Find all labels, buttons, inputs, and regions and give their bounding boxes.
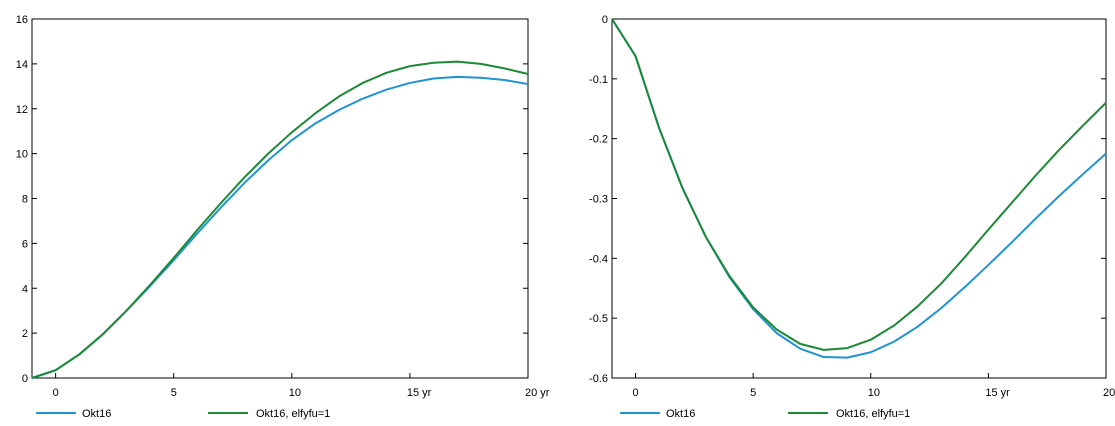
x-tick-label: 15 yr — [985, 387, 1010, 399]
y-tick-label: 6 — [22, 238, 28, 250]
series-line-1 — [611, 18, 1107, 359]
y-tick-label: 2 — [22, 328, 28, 340]
x-tick-label: 15 yr — [407, 387, 432, 399]
y-tick-label: -0.1 — [589, 74, 608, 86]
y-tick-label: -0.6 — [589, 373, 608, 385]
y-tick-label: 16 — [16, 14, 28, 26]
x-tick-label: 20 yr — [1103, 387, 1115, 399]
plot-frame — [31, 18, 529, 379]
x-tick-label: 20 yr — [525, 387, 550, 399]
chart-panel-1: 0 2 4 6 8 10 12 14 16 0 5 10 15 yr 20 yr Okt16 Okt16, e… — [16, 14, 550, 420]
series-line-1 — [31, 75, 529, 379]
y-tick-label: -0.4 — [589, 253, 608, 265]
legend-label: Okt16 — [666, 408, 695, 420]
y-tick-label: -0.2 — [589, 134, 608, 146]
x-tick-label: 5 — [171, 387, 177, 399]
x-tick-label: 10 — [289, 387, 301, 399]
y-tick-label: 12 — [16, 104, 28, 116]
y-tick-label: -0.3 — [589, 194, 608, 206]
series-line-2 — [31, 60, 529, 379]
x-tick-label: 0 — [53, 387, 59, 399]
chart-panel-2: 0 -0.1 -0.2 -0.3 -0.4 -0.5 -0.6 0 5 10 15 yr 20 yr O… — [589, 14, 1115, 420]
x-tick-label: 5 — [750, 387, 756, 399]
y-tick-label: 0 — [602, 14, 608, 26]
legend-label: Okt16, elfyfu=1 — [256, 408, 330, 420]
y-tick-label: -0.5 — [589, 313, 608, 325]
plot-frame — [611, 18, 1107, 379]
x-tick-label: 10 — [868, 387, 880, 399]
series-line-2 — [611, 18, 1107, 351]
y-tick-label: 8 — [22, 194, 28, 206]
y-tick-label: 14 — [16, 59, 28, 71]
legend-label: Okt16 — [82, 408, 111, 420]
y-tick-label: 4 — [22, 283, 28, 295]
x-tick-label: 0 — [633, 387, 639, 399]
legend-label: Okt16, elfyfu=1 — [836, 408, 910, 420]
y-tick-label: 10 — [16, 149, 28, 161]
y-tick-label: 0 — [22, 373, 28, 385]
